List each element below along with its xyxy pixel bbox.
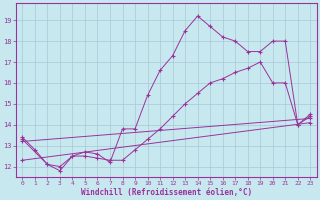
X-axis label: Windchill (Refroidissement éolien,°C): Windchill (Refroidissement éolien,°C): [81, 188, 252, 197]
